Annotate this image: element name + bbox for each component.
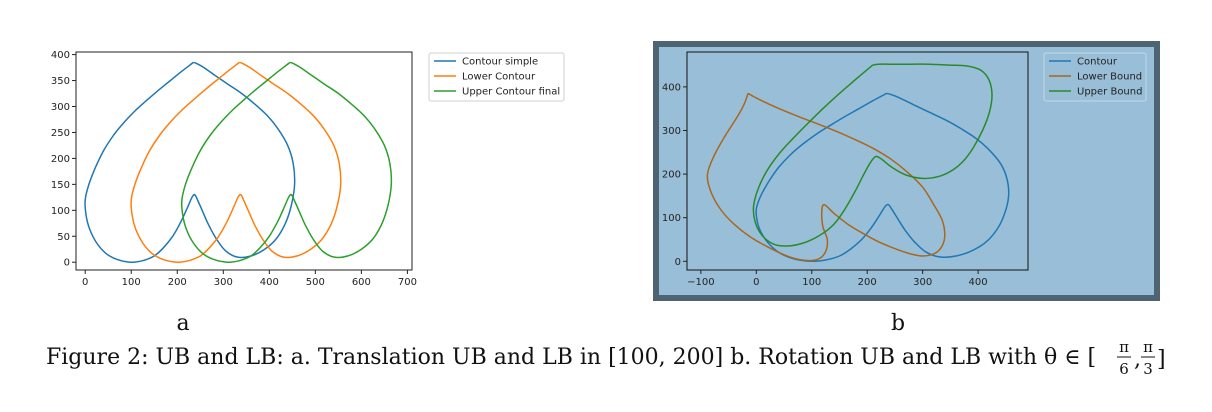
panel-a-series-upper-contour-final xyxy=(180,61,393,263)
caption-close: ] xyxy=(1157,347,1166,372)
caption-text: Figure 2: UB and LB: a. Translation UB a… xyxy=(46,345,1096,370)
panel-b-ytick-label: 400 xyxy=(662,82,681,93)
legend-label-contour: Contour xyxy=(1077,57,1118,68)
panel-b-ticks: −100 0 100 200 300 400 0 100 200 300 400 xyxy=(662,82,988,288)
panel-a-xtick-label: 400 xyxy=(260,277,279,288)
panel-b-xtick-label: 100 xyxy=(802,277,821,288)
panel-a-letter: a xyxy=(176,311,189,336)
panel-a-xtick-label: 200 xyxy=(168,277,187,288)
caption-frac1-numerator: π xyxy=(1119,338,1129,356)
caption-frac2-numerator: π xyxy=(1143,338,1153,356)
caption-sep: , xyxy=(1134,347,1141,372)
panel-a-xtick-label: 700 xyxy=(398,277,417,288)
panel-a-ytick-label: 100 xyxy=(51,206,70,217)
panel-a-xtick-label: 0 xyxy=(82,277,88,288)
panel-b-chart: −100 0 100 200 300 400 0 100 200 300 400 Contour L… xyxy=(653,41,1160,336)
panel-b-axes-frame xyxy=(686,51,1029,271)
legend-label-upper-contour-final: Upper Contour final xyxy=(462,87,560,98)
panel-b-ytick-label: 200 xyxy=(662,170,681,181)
panel-a-ytick-label: 150 xyxy=(51,180,70,191)
panel-a-ticks: 0 100 200 300 400 500 600 700 0 50 100 150 200 250 300… xyxy=(51,50,417,288)
panel-a-xtick-label: 300 xyxy=(214,277,233,288)
panel-a-ytick-label: 300 xyxy=(51,102,70,113)
panel-b-xtick-label: −100 xyxy=(687,277,714,288)
panel-a-xtick-label: 600 xyxy=(352,277,371,288)
panel-a-series xyxy=(84,61,393,263)
panel-a-axes-frame xyxy=(75,51,413,271)
panel-b-xtick-label: 200 xyxy=(858,277,877,288)
panel-a-ytick-label: 350 xyxy=(51,76,70,87)
panel-b-series-upper-bound xyxy=(752,63,993,247)
panel-a-ytick-label: 0 xyxy=(64,258,70,269)
caption-frac2-denominator: 3 xyxy=(1143,360,1153,378)
panel-b-ytick-label: 0 xyxy=(675,257,681,268)
panel-b-ytick-label: 300 xyxy=(662,126,681,137)
figure-caption: Figure 2: UB and LB: a. Translation UB a… xyxy=(46,338,1166,378)
legend-label-lower-contour: Lower Contour xyxy=(462,72,536,83)
panel-b-series-lower-bound xyxy=(706,92,946,262)
panel-a-xtick-label: 500 xyxy=(306,277,325,288)
panel-b-legend: Contour Lower Bound Upper Bound xyxy=(1043,52,1147,102)
panel-a-xtick-label: 100 xyxy=(122,277,141,288)
panel-b-xtick-label: 0 xyxy=(753,277,759,288)
legend-label-contour-simple: Contour simple xyxy=(462,57,538,68)
panel-b-letter: b xyxy=(891,311,905,336)
caption-frac1-denominator: 6 xyxy=(1119,360,1129,378)
panel-a-series-lower-contour xyxy=(130,61,342,263)
panel-a-ytick-label: 250 xyxy=(51,128,70,139)
panel-b-series-contour xyxy=(755,92,1010,263)
panel-b-ytick-label: 100 xyxy=(662,213,681,224)
panel-b-legend-box xyxy=(1043,52,1147,102)
panel-a-series-contour-simple xyxy=(84,61,296,263)
legend-label-lower-bound: Lower Bound xyxy=(1077,72,1142,83)
panel-a-legend-box xyxy=(428,52,565,102)
panel-a-legend: Contour simple Lower Contour Upper Conto… xyxy=(428,52,565,102)
panel-a-ytick-label: 200 xyxy=(51,154,70,165)
panel-b-xtick-label: 400 xyxy=(969,277,988,288)
panel-a-chart: 0 100 200 300 400 500 600 700 0 50 100 150 200 250 300… xyxy=(51,50,565,336)
panel-b-series xyxy=(706,63,1010,263)
legend-label-upper-bound: Upper Bound xyxy=(1077,87,1142,98)
panel-a-ytick-label: 400 xyxy=(51,50,70,61)
panel-a-ytick-label: 50 xyxy=(57,232,70,243)
panel-b-xtick-label: 300 xyxy=(913,277,932,288)
